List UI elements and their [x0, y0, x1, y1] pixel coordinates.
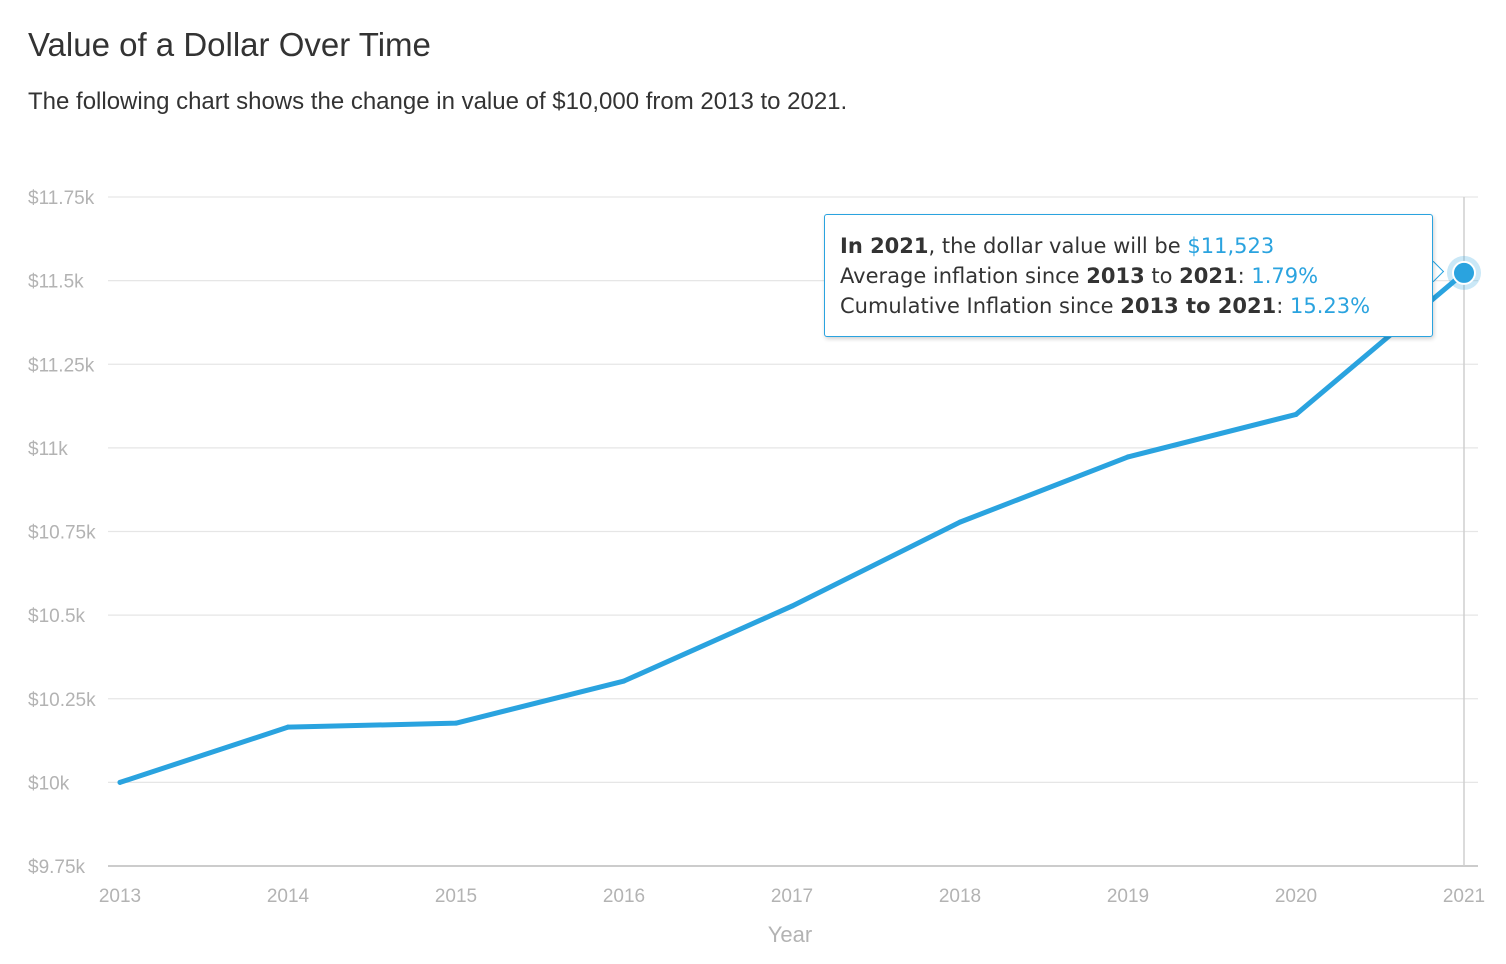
data-point[interactable] [789, 603, 795, 609]
chart-title: Value of a Dollar Over Time [28, 26, 431, 63]
x-tick-label: 2019 [1107, 886, 1149, 907]
tooltip-average-value: 1.79% [1251, 264, 1319, 288]
tooltip-cumulative-line: Cumulative Inflation since 2013 to 2021:… [840, 291, 1432, 321]
data-point[interactable] [285, 724, 291, 730]
tooltip-cumulative-sep: : [1276, 294, 1291, 318]
y-tick-label: $11.25k [28, 355, 95, 376]
tooltip-dollar-value: $11,523 [1187, 234, 1275, 258]
tooltip-average-to: 2021 [1179, 264, 1238, 288]
data-point[interactable] [621, 678, 627, 684]
tooltip-average-label: Average inflation since [840, 264, 1087, 288]
chart-tooltip: In 2021, the dollar value will be $11,52… [824, 214, 1433, 337]
tooltip-cumulative-value: 15.23% [1290, 294, 1371, 318]
data-point[interactable] [453, 720, 459, 726]
data-point[interactable] [1125, 454, 1131, 460]
data-point[interactable] [957, 519, 963, 525]
data-point[interactable] [117, 779, 123, 785]
tooltip-cumulative-range: 2013 to 2021 [1120, 294, 1277, 318]
x-tick-label: 2013 [99, 886, 141, 907]
tooltip-average-from: 2013 [1086, 264, 1145, 288]
x-tick-label: 2016 [603, 886, 645, 907]
series-line [117, 270, 1467, 785]
y-tick-label: $10.5k [28, 606, 86, 627]
x-tick-label: 2018 [939, 886, 981, 907]
x-axis-label: Year [768, 922, 812, 947]
y-tick-label: $10k [28, 773, 70, 794]
y-tick-label: $9.75k [28, 857, 86, 878]
data-point[interactable] [1293, 411, 1299, 417]
y-tick-label: $11.5k [28, 272, 84, 293]
tooltip-average-mid: to [1144, 264, 1180, 288]
chart-subtitle: The following chart shows the change in … [28, 88, 848, 115]
x-tick-label: 2020 [1275, 886, 1317, 907]
x-tick-label: 2015 [435, 886, 477, 907]
tooltip-value-line: In 2021, the dollar value will be $11,52… [840, 231, 1432, 261]
tooltip-average-line: Average inflation since 2013 to 2021: 1.… [840, 261, 1432, 291]
tooltip-value-text: , the dollar value will be [928, 234, 1188, 258]
x-tick-label: 2017 [771, 886, 813, 907]
tooltip-cumulative-label: Cumulative Inflation since [840, 294, 1121, 318]
y-tick-label: $10.25k [28, 690, 96, 711]
y-tick-label: $10.75k [28, 523, 96, 544]
y-tick-label: $11k [28, 439, 68, 460]
y-tick-label: $11.75k [28, 188, 95, 209]
tooltip-average-sep: : [1237, 264, 1252, 288]
highlight-point[interactable] [1452, 260, 1476, 285]
x-tick-label: 2021 [1443, 886, 1485, 907]
tooltip-year: In 2021 [840, 234, 929, 258]
x-tick-label: 2014 [267, 886, 310, 907]
